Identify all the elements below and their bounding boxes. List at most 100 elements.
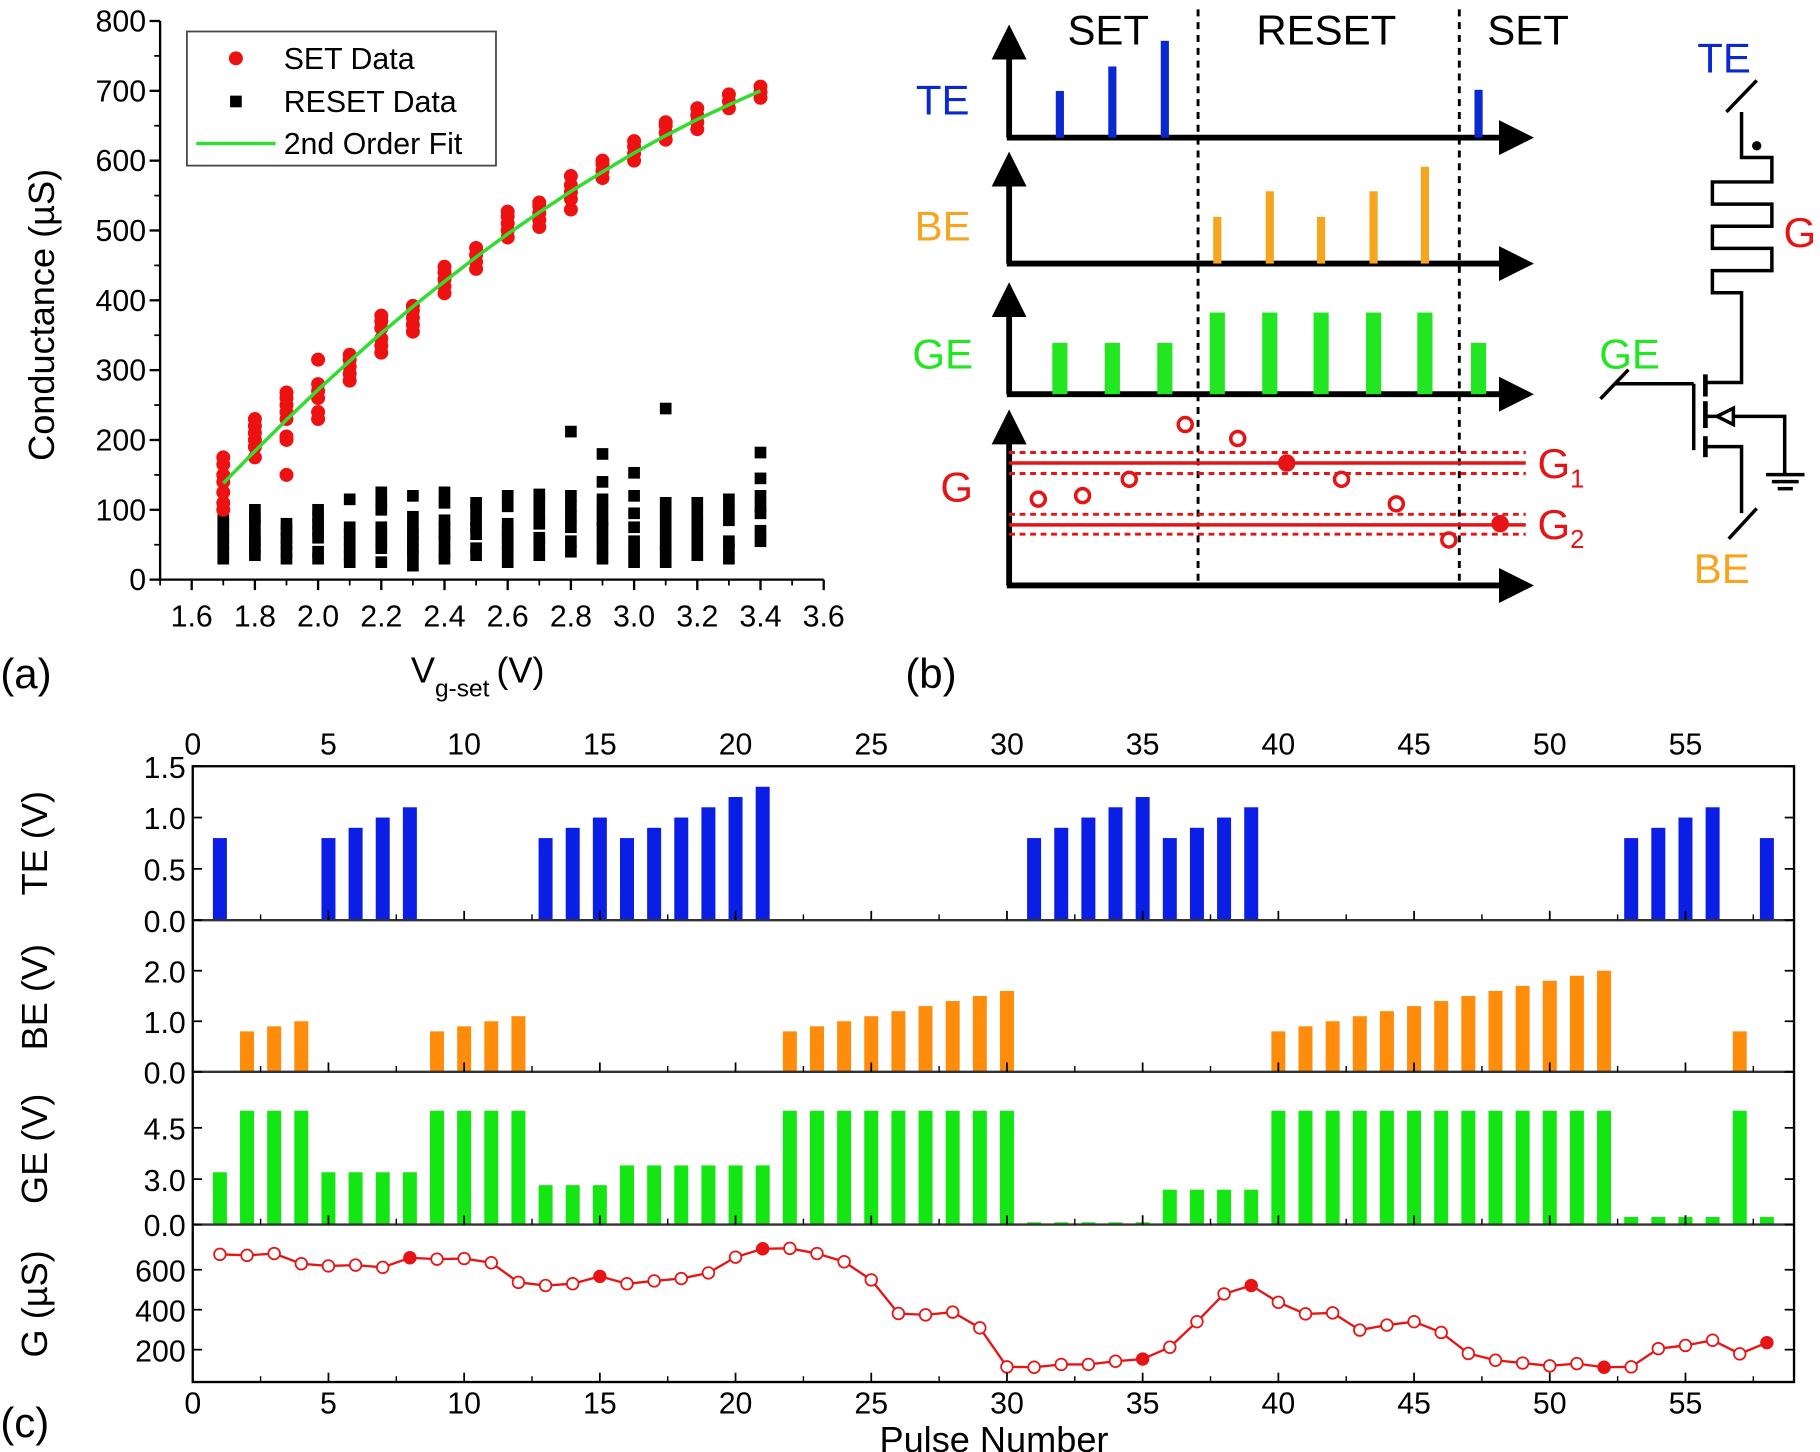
g1-sub: 1 — [1570, 465, 1584, 493]
reset-data-point — [754, 446, 767, 459]
conductance-marker-open — [1271, 1295, 1286, 1310]
ge-y-axis-label: GE (V) — [14, 1094, 55, 1204]
be-bar — [918, 1006, 933, 1072]
be-bar — [891, 1011, 906, 1072]
top-x-tick-label: 40 — [1262, 729, 1296, 762]
reset-data-point — [659, 538, 672, 551]
reset-data-point — [596, 542, 609, 555]
top-x-tick-label: 20 — [719, 729, 753, 762]
conductance-marker-open — [674, 1271, 688, 1286]
x-tick-label: 2.2 — [360, 600, 402, 633]
reset-data-point — [754, 472, 767, 485]
conductance-marker-open — [891, 1306, 906, 1321]
reset-data-point — [533, 507, 546, 520]
top-x-tick-label: 0 — [184, 729, 201, 762]
ge-bar — [972, 1110, 987, 1225]
set-data-point — [374, 308, 389, 323]
te-bar — [619, 838, 634, 921]
conductance-marker-open — [267, 1246, 281, 1261]
be-bar — [1515, 985, 1530, 1072]
set-data-point — [311, 352, 326, 367]
reset-data-point — [565, 535, 577, 548]
reset-data-point — [754, 490, 767, 502]
y-tick-label: 0.0 — [144, 906, 186, 939]
ge-bar — [755, 1165, 770, 1225]
reset-data-point — [375, 542, 388, 555]
set-data-point — [311, 405, 326, 420]
reset-data-point — [691, 528, 704, 541]
reset-data-point — [312, 510, 324, 523]
legend-fit-label: 2nd Order Fit — [284, 128, 463, 161]
reset-data-point — [249, 503, 261, 516]
legend-set-label: SET Data — [284, 43, 415, 76]
set-data-point — [627, 134, 642, 149]
reset-data-point — [533, 488, 546, 501]
top-x-tick-label: 30 — [990, 729, 1024, 762]
reset-data-point — [691, 517, 704, 530]
conductance-marker-open — [321, 1259, 336, 1273]
ge-bar — [999, 1110, 1014, 1225]
reset-data-point — [438, 528, 451, 541]
top-x-tick-label: 25 — [854, 729, 888, 762]
reset-data-point — [343, 556, 356, 569]
y-tick-label: 1.5 — [144, 752, 186, 785]
fit-curve — [222, 89, 762, 485]
reset-data-point — [628, 466, 640, 479]
be-bar — [1325, 1021, 1340, 1072]
be-bar — [240, 1031, 255, 1072]
reset-data-point — [438, 514, 451, 527]
g-y-axis-label: G (µS) — [14, 1250, 55, 1357]
reset-data-point — [723, 514, 735, 527]
bottom-x-tick-label: 50 — [1533, 1388, 1567, 1421]
panel-c-frame — [191, 765, 1796, 1384]
set-data-point — [721, 87, 736, 102]
reset-data-point — [723, 493, 735, 506]
legend-reset-marker — [230, 95, 242, 108]
panel-a-y-axis-label: Conductance (µS) — [21, 169, 62, 461]
y-tick-label: 400 — [96, 285, 147, 318]
reset-data-point — [470, 542, 482, 555]
reset-data-point — [501, 545, 514, 558]
x-tick-label: 3.4 — [739, 600, 781, 633]
conductance-marker-filled — [403, 1251, 417, 1265]
reset-data-point — [723, 503, 735, 516]
ge-bar — [782, 1110, 797, 1225]
te-bar — [755, 786, 770, 921]
reset-data-point — [659, 528, 672, 541]
reset-data-point — [533, 531, 546, 544]
be-bar — [457, 1026, 472, 1072]
ge-bar — [375, 1172, 390, 1225]
ge-bar — [1624, 1216, 1639, 1225]
reset-data-point — [754, 500, 767, 513]
reset-data-point — [312, 524, 324, 537]
reset-data-point — [343, 542, 356, 555]
legend: SET Data RESET Data 2nd Order Fit — [186, 30, 497, 167]
reset-data-point — [691, 496, 704, 509]
ge-bar — [402, 1172, 417, 1225]
reset-data-point — [280, 531, 293, 544]
conductance-marker-open — [1543, 1359, 1557, 1373]
ge-bar — [864, 1110, 879, 1225]
conductance-marker-open — [973, 1321, 987, 1335]
conductance-marker-open — [213, 1247, 227, 1262]
panel-c-marks — [212, 786, 1774, 1374]
ge-bar — [809, 1110, 824, 1225]
ge-bar — [918, 1110, 933, 1225]
reset-data-point — [217, 538, 230, 551]
x-tick-label: 1.6 — [171, 600, 213, 633]
be-bar — [1569, 975, 1584, 1072]
x-label-sub: g-set — [435, 675, 490, 702]
ge-bar — [1162, 1189, 1177, 1225]
y-tick-label: 300 — [96, 355, 147, 388]
be-bar — [1271, 1031, 1286, 1072]
y-tick-label: 3.0 — [144, 1165, 186, 1198]
ge-bar — [1488, 1110, 1503, 1225]
bottom-x-tick-label: 5 — [320, 1388, 337, 1421]
reset-data-point — [470, 503, 482, 516]
reset-data-point — [343, 493, 356, 506]
set-data-point — [595, 153, 610, 168]
te-bar — [701, 807, 716, 921]
set-data-point — [563, 202, 578, 217]
ge-bar — [1407, 1110, 1422, 1225]
reset-data-point — [501, 531, 514, 544]
